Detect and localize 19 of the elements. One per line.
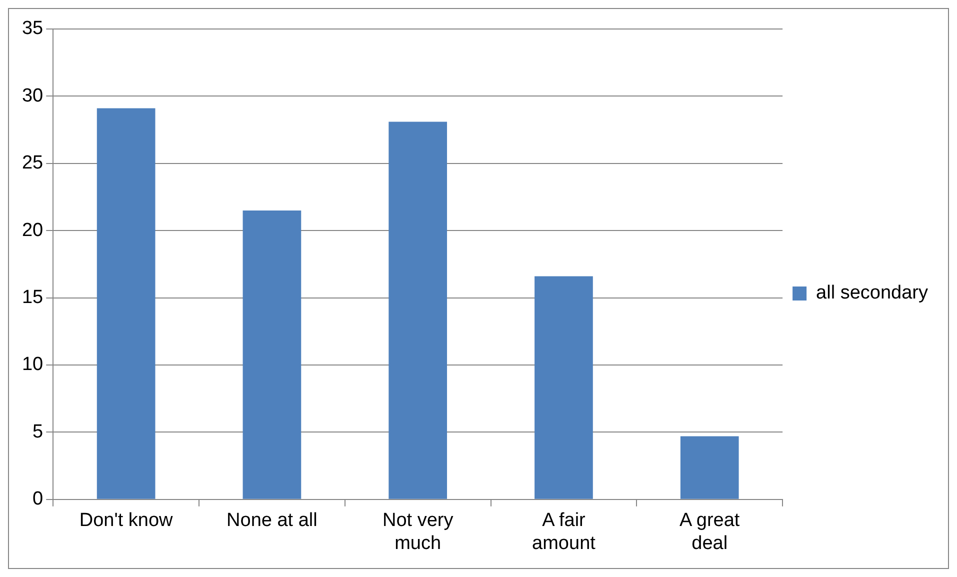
x-tick-label: A great deal [680, 510, 740, 554]
y-tick-label: 20 [22, 220, 44, 241]
x-tick-label: Don't know [79, 510, 174, 532]
x-tick-label: None at all [226, 510, 318, 532]
y-tick-label: 0 [32, 488, 44, 510]
x-tick-label: Not very much [382, 510, 454, 554]
bar [680, 436, 739, 499]
legend-label: all secondary [816, 282, 928, 304]
y-tick-label: 10 [22, 354, 44, 376]
y-tick-label: 15 [22, 287, 44, 308]
x-tick-label: A fair amount [532, 510, 596, 554]
y-tick-label: 25 [22, 152, 44, 174]
bar [242, 210, 302, 499]
y-tick-label: 30 [22, 85, 44, 106]
y-tick-label: 35 [22, 18, 44, 40]
bar [388, 122, 448, 499]
bar [96, 108, 156, 499]
bar [534, 276, 593, 499]
y-tick-label: 5 [32, 421, 44, 442]
